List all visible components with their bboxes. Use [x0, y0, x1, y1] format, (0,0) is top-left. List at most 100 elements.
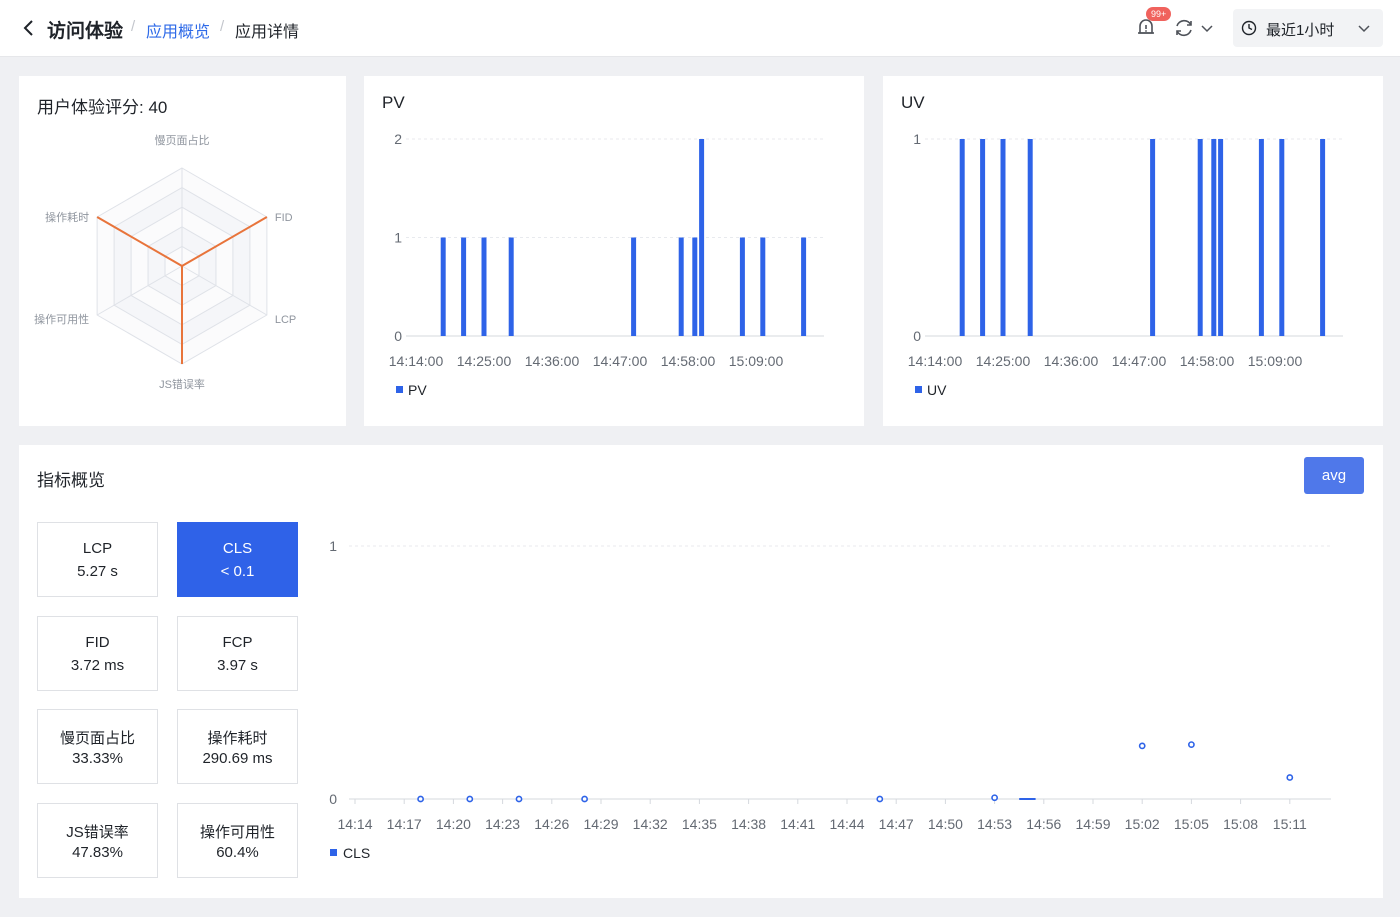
metric-tile-lcp[interactable]: LCP 5.27 s: [37, 522, 158, 597]
x-tick-label: 14:14:00: [908, 353, 963, 369]
x-tick-label: 14:47: [879, 816, 914, 832]
x-tick-label: 14:14: [337, 816, 372, 832]
bar: [461, 237, 467, 336]
x-tick-label: 14:50: [928, 816, 963, 832]
x-tick-label: 14:59: [1075, 816, 1110, 832]
metric-value: 47.83%: [72, 843, 123, 861]
bar: [1320, 139, 1326, 336]
x-tick-label: 14:58:00: [1180, 353, 1235, 369]
x-tick-label: 14:41: [780, 816, 815, 832]
radar-chart: 慢页面占比 FID LCP JS错误率 操作可用性 操作耗时: [34, 133, 296, 391]
back-arrow-icon[interactable]: [20, 18, 38, 38]
y-tick-label: 1: [329, 538, 337, 554]
metrics-overview-card: 指标概览 avg LCP 5.27 s CLS < 0.1 FID 3.72 ms FCP 3…: [19, 445, 1383, 898]
metric-tile-cls[interactable]: CLS < 0.1: [177, 522, 298, 597]
x-tick-label: 14:44: [829, 816, 864, 832]
x-tick-label: 15:11: [1273, 816, 1307, 832]
data-point: [1286, 774, 1294, 781]
x-tick-label: 14:47:00: [1112, 353, 1167, 369]
breadcrumb-current: 应用详情: [235, 24, 300, 41]
x-tick-label: 15:05: [1174, 816, 1209, 832]
radar-axis-label: FID: [275, 212, 293, 224]
bar: [481, 237, 487, 336]
radar-value-shape: [96, 216, 268, 364]
metric-name: CLS: [222, 540, 253, 557]
radar-axis-label: 操作可用性: [34, 312, 89, 326]
x-tick-label: 15:08: [1223, 816, 1258, 832]
legend-swatch: [915, 386, 922, 393]
metric-value: 33.33%: [72, 750, 123, 767]
bar: [1279, 139, 1285, 336]
radar-axis-line: [96, 265, 183, 316]
x-tick-label: 15:09:00: [1248, 353, 1303, 369]
x-tick-label: 14:38: [731, 816, 766, 832]
x-tick-label: 15:09:00: [729, 353, 784, 369]
x-tick-label: 14:26: [534, 816, 569, 832]
metric-tile-js错误率[interactable]: JS错误率 47.83%: [37, 802, 158, 878]
pv-card: PV 0 1 2 14:14:00 14:25:00 14:36:00 14:47:00 14…: [364, 76, 864, 426]
metric-value: 5.27 s: [77, 563, 118, 580]
data-point: [515, 795, 523, 803]
metric-name: FID: [85, 633, 110, 651]
bar: [440, 237, 446, 336]
page-title: 访问体验: [47, 21, 124, 42]
x-tick-label: 14:29: [583, 816, 618, 832]
ux-score-title: 用户体验评分: 40: [37, 98, 168, 117]
breadcrumb-app-overview[interactable]: 应用概览: [146, 24, 211, 41]
x-tick-label: 14:56: [1026, 816, 1061, 832]
bar: [1027, 139, 1033, 336]
metric-tile-操作耗时[interactable]: 操作耗时 290.69 ms: [177, 709, 298, 784]
uv-chart: 0 1 14:14:00 14:25:00 14:36:00 14:47:00 14:58:…: [908, 131, 1343, 398]
data-point: [1188, 741, 1195, 749]
metrics-overview-title: 指标概览: [37, 471, 105, 490]
radar-axis-line: [181, 265, 268, 316]
legend-label: PV: [408, 382, 427, 398]
legend-label: UV: [927, 382, 947, 398]
data-point: [581, 795, 588, 803]
metric-name: LCP: [82, 540, 113, 557]
x-tick-label: 14:58:00: [661, 353, 716, 369]
radar-axis-label: JS错误率: [159, 377, 205, 391]
avg-button[interactable]: avg: [1304, 457, 1364, 494]
x-tick-label: 14:32: [633, 816, 668, 832]
refresh-icon[interactable]: [1173, 17, 1195, 39]
notification-bell-icon[interactable]: [1136, 17, 1156, 39]
x-tick-label: 14:17: [387, 816, 422, 832]
data-point: [417, 795, 424, 803]
bar: [760, 237, 766, 336]
pv-chart: 0 1 2 14:14:00 14:25:00 14:36:00 14:47:00 14:58…: [389, 131, 824, 398]
metric-name: JS错误率: [66, 823, 129, 841]
y-tick-label: 1: [394, 230, 402, 246]
metric-value: 3.97 s: [217, 656, 258, 674]
time-range-label: 最近1小时: [1266, 22, 1335, 39]
metric-tile-fid[interactable]: FID 3.72 ms: [37, 615, 158, 691]
metric-value: < 0.1: [220, 563, 255, 580]
metric-tile-慢页面占比[interactable]: 慢页面占比 33.33%: [37, 709, 158, 784]
x-tick-label: 14:35: [682, 816, 717, 832]
x-tick-label: 14:25:00: [976, 353, 1031, 369]
bar: [959, 139, 965, 336]
uv-card: UV 0 1 14:14:00 14:25:00 14:36:00 14:47:00 14:…: [883, 76, 1383, 426]
metric-tile-fcp[interactable]: FCP 3.97 s: [177, 615, 298, 691]
x-tick-label: 15:02: [1125, 816, 1160, 832]
x-tick-label: 14:36:00: [1044, 353, 1099, 369]
x-tick-label: 14:36:00: [525, 353, 580, 369]
time-range-select[interactable]: 最近1小时: [1233, 9, 1383, 47]
breadcrumb-separator: /: [131, 18, 136, 35]
x-tick-label: 14:14:00: [389, 353, 444, 369]
y-tick-label: 0: [394, 328, 402, 344]
metric-tile-操作可用性[interactable]: 操作可用性 60.4%: [177, 802, 298, 878]
y-tick-label: 2: [394, 131, 402, 147]
bar: [1218, 139, 1224, 336]
bar: [678, 237, 684, 336]
chevron-down-icon: [1358, 25, 1370, 33]
metric-value: 3.72 ms: [70, 656, 125, 674]
bar: [631, 237, 637, 336]
data-point: [1138, 742, 1146, 750]
data-point: [876, 795, 884, 803]
top-header: 访问体验 / 应用概览 / 应用详情 99+ 最近1小时: [0, 0, 1400, 57]
radar-axis-label: 操作耗时: [45, 210, 89, 224]
bar: [980, 139, 986, 336]
clock-icon: [1241, 20, 1257, 36]
chevron-down-icon[interactable]: [1200, 21, 1214, 35]
